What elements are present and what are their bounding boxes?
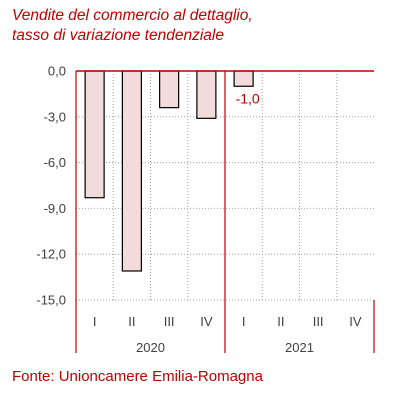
x-tick-label: I <box>242 314 246 329</box>
chart-title: Vendite del commercio al dettaglio, tass… <box>12 6 253 46</box>
x-tick-label: IV <box>200 314 213 329</box>
bar <box>121 70 142 272</box>
bar <box>196 70 217 119</box>
bar <box>159 70 180 109</box>
y-tick-label: -12,0 <box>36 247 66 262</box>
data-label: -1,0 <box>236 90 260 106</box>
y-tick-label: -3,0 <box>44 109 66 124</box>
group-label: 2021 <box>285 340 314 355</box>
y-tick-label: -9,0 <box>44 201 66 216</box>
chart-title-line1: Vendite del commercio al dettaglio, <box>12 7 253 24</box>
x-tick-label: II <box>128 314 135 329</box>
y-tick-label: -15,0 <box>36 293 66 308</box>
bar <box>84 70 105 199</box>
bar <box>233 70 254 87</box>
x-tick-label: I <box>93 314 97 329</box>
x-tick-label: III <box>313 314 324 329</box>
source-note: Fonte: Unioncamere Emilia-Romagna <box>12 368 263 385</box>
x-tick-label: IV <box>349 314 362 329</box>
y-tick-label: 0,0 <box>48 64 66 79</box>
x-tick-label: III <box>164 314 175 329</box>
y-tick-label: -6,0 <box>44 155 66 170</box>
group-label: 2020 <box>136 340 165 355</box>
chart-title-line2: tasso di variazione tendenziale <box>12 27 224 44</box>
x-tick-label: II <box>277 314 284 329</box>
